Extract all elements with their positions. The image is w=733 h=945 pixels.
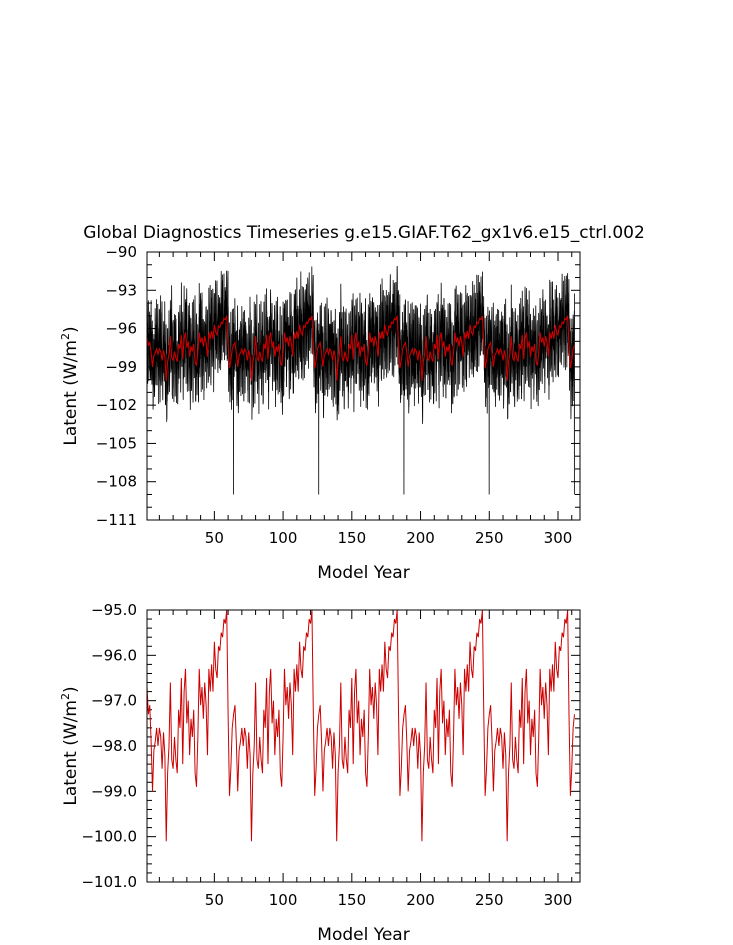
y-tick-label: −90 [105, 243, 137, 261]
x-tick-label: 150 [337, 891, 366, 909]
top-chart-x-axis-label: Model Year [317, 563, 409, 583]
y-tick-label: −93 [105, 281, 137, 299]
y-tick-label: −100.0 [81, 828, 137, 846]
top-chart-y-axis-label-suffix: ) [61, 326, 81, 333]
top-chart-y-axis-label-text: Latent (W/m [61, 340, 81, 446]
bottom-chart-y-axis-label: Latent (W/m2) [59, 686, 81, 805]
bottom-chart-tick-labels: 50 100 150 200 250 300 −101.0 −100.0 −99.0 −98.0 −… [81, 601, 572, 909]
bottom-chart-x-axis-label: Model Year [317, 925, 409, 945]
top-chart-series [146, 266, 576, 495]
top-chart-tick-labels: 50 100 150 200 250 300 −111 −108 −105 −102 −99 −96 −… [96, 243, 573, 547]
top-chart: 50 100 150 200 250 300 −111 −108 −105 −102 −99 −96 −… [59, 243, 581, 583]
top-chart-frame [146, 251, 581, 521]
top-chart-y-axis-label: Latent (W/m2) [59, 326, 81, 445]
y-tick-label: −98.0 [91, 737, 137, 755]
y-tick-label: −105 [96, 434, 137, 452]
bottom-chart: 50 100 150 200 250 300 −101.0 −100.0 −99.0 −98.0 −… [59, 601, 581, 945]
y-tick-label: −108 [96, 473, 137, 491]
top-chart-y-axis-label-sup: 2 [59, 333, 72, 340]
bottom-chart-y-axis-label-suffix: ) [61, 686, 81, 693]
x-tick-label: 300 [544, 891, 573, 909]
x-tick-label: 300 [544, 529, 573, 547]
top-chart-monthly-line [146, 266, 575, 495]
y-tick-label: −99 [105, 358, 137, 376]
chart-title: Global Diagnostics Timeseries g.e15.GIAF… [83, 223, 645, 243]
x-tick-label: 200 [406, 529, 435, 547]
bottom-chart-series [146, 609, 575, 842]
x-tick-label: 150 [337, 529, 366, 547]
bottom-chart-frame [146, 609, 581, 883]
bottom-chart-y-axis-label-text: Latent (W/m [61, 700, 81, 806]
x-tick-label: 50 [205, 891, 224, 909]
top-chart-annual-mean-line [146, 315, 576, 381]
bottom-chart-annual-mean-line [146, 609, 575, 842]
bottom-chart-y-axis-label-sup: 2 [59, 693, 72, 700]
x-tick-label: 100 [269, 529, 298, 547]
y-tick-label: −95.0 [91, 601, 137, 619]
x-tick-label: 250 [475, 891, 504, 909]
y-tick-label: −96.0 [91, 646, 137, 664]
x-tick-label: 100 [269, 891, 298, 909]
y-tick-label: −102 [96, 396, 137, 414]
y-tick-label: −96 [105, 320, 137, 338]
x-tick-label: 250 [475, 529, 504, 547]
x-tick-label: 50 [205, 529, 224, 547]
y-tick-label: −97.0 [91, 692, 137, 710]
y-tick-label: −101.0 [81, 873, 137, 891]
top-chart-ticks [147, 251, 580, 521]
x-tick-label: 200 [406, 891, 435, 909]
y-tick-label: −111 [96, 511, 137, 529]
y-tick-label: −99.0 [91, 782, 137, 800]
